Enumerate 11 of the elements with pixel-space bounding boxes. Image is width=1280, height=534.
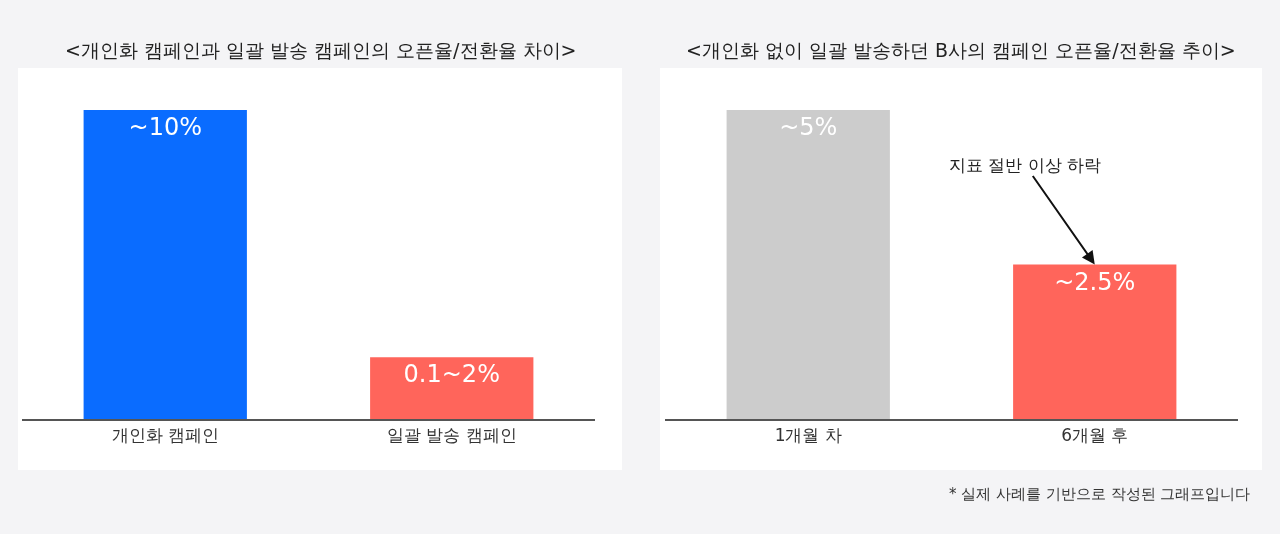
x-tick-label: 1개월 차 — [774, 425, 842, 446]
chart-title: <개인화 없이 일괄 발송하던 B사의 캠페인 오픈율/전환율 추이> — [686, 39, 1236, 61]
x-tick-label: 개인화 캠페인 — [111, 425, 219, 446]
data-label: ~2.5% — [1054, 267, 1136, 296]
data-label: 0.1~2% — [403, 360, 500, 389]
x-tick-label: 일괄 발송 캠페인 — [386, 425, 517, 446]
annotation: 지표 절반 이상 하락 — [949, 155, 1102, 175]
data-label: ~10% — [128, 113, 202, 141]
text: * 실제 사례를 기반으로 작성된 그래프입니다 — [949, 485, 1251, 503]
chart-title: <개인화 캠페인과 일괄 발송 캠페인의 오픈율/전환율 차이> — [65, 39, 577, 61]
x-tick-label: 6개월 후 — [1061, 425, 1129, 446]
